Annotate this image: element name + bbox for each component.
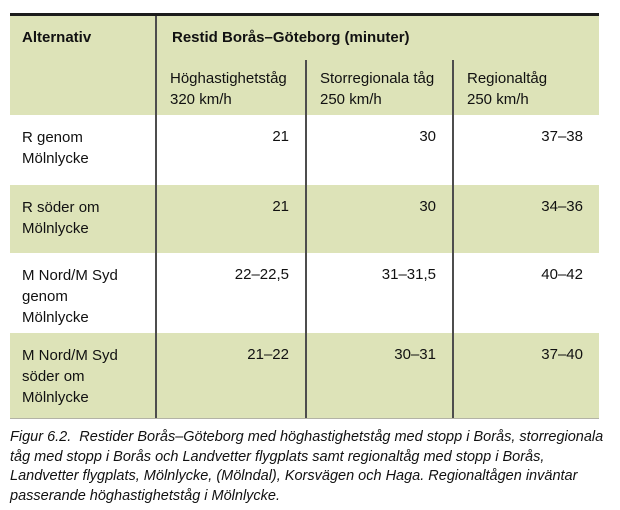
cell-hoghastighetstag: 21–22	[155, 333, 305, 418]
column-header-storregionala-tag: Storregionala tåg 250 km/h	[305, 60, 452, 115]
column-header-regionaltag: Regionaltåg 250 km/h	[452, 60, 599, 115]
cell-regionaltag: 40–42	[452, 253, 599, 333]
figure-caption: Figur 6.2. Restider Borås–Göteborg med h…	[10, 429, 604, 504]
row-label: R söder om Mölnlycke	[22, 199, 100, 237]
cell-hoghastighetstag: 22–22,5	[155, 253, 305, 333]
cell-hoghastighetstag: 21	[155, 185, 305, 253]
table-title-restid: Restid Borås–Göteborg (minuter)	[155, 16, 599, 60]
row-label: M Nord/M Syd genom Mölnlycke	[22, 267, 118, 326]
table-row-r-genom-molnlycke: R genom Mölnlycke 21 30 37–38	[10, 115, 599, 185]
cell-regionaltag: 34–36	[452, 185, 599, 253]
table-header: Alternativ Restid Borås–Göteborg (minute…	[10, 16, 599, 115]
cell-hoghastighetstag: 21	[155, 115, 305, 185]
cell-storregionala: 30	[305, 115, 452, 185]
row-label: M Nord/M Syd söder om Mölnlycke	[22, 347, 118, 406]
cell-regionaltag: 37–40	[452, 333, 599, 418]
table-row-m-nord-syd-genom: M Nord/M Syd genom Mölnlycke 22–22,5 31–…	[10, 253, 599, 333]
cell-storregionala: 30–31	[305, 333, 452, 418]
row-label: R genom Mölnlycke	[22, 129, 89, 167]
cell-storregionala: 30	[305, 185, 452, 253]
table-row-m-nord-syd-soder-om: M Nord/M Syd söder om Mölnlycke 21–22 30…	[10, 333, 599, 418]
cell-regionaltag: 37–38	[452, 115, 599, 185]
column-header-alternativ: Alternativ	[22, 29, 92, 46]
column-header-hoghastighetstag: Höghastighetståg 320 km/h	[155, 60, 305, 115]
travel-time-table: Alternativ Restid Borås–Göteborg (minute…	[10, 13, 599, 419]
cell-storregionala: 31–31,5	[305, 253, 452, 333]
table-row-r-soder-om-molnlycke: R söder om Mölnlycke 21 30 34–36	[10, 185, 599, 253]
